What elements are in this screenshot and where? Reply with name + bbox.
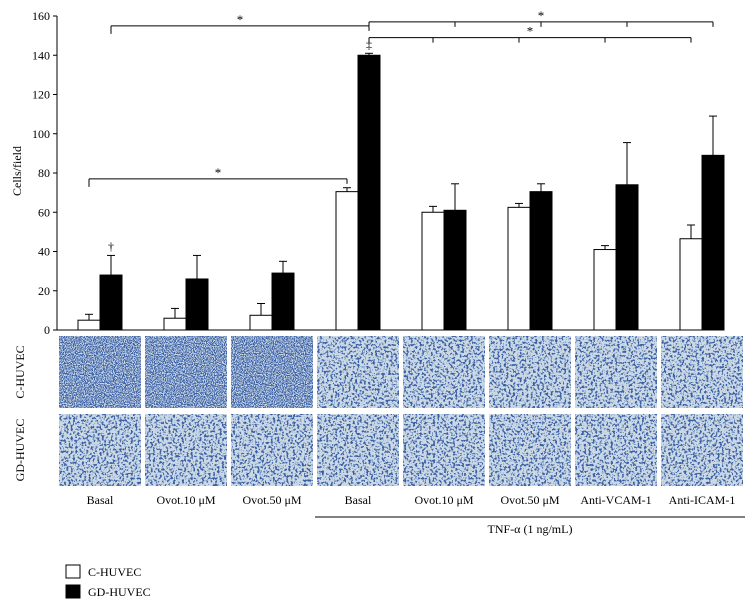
y-tick-label: 80: [38, 166, 50, 180]
y-tick-label: 60: [38, 205, 50, 219]
x-tick-label: Basal: [87, 493, 114, 507]
x-tick-label: Basal: [345, 493, 372, 507]
x-tick-label: Ovot.50 μM: [242, 493, 301, 507]
significance-star: *: [527, 24, 534, 39]
x-tick-label: Ovot.50 μM: [500, 493, 559, 507]
bar: [163, 317, 187, 331]
bar: [77, 319, 101, 331]
y-tick-label: 20: [38, 284, 50, 298]
y-tick-label: 140: [32, 48, 50, 62]
bar-mark: ‡: [366, 37, 372, 51]
y-tick-label: 160: [32, 9, 50, 23]
bar-mark: †: [108, 239, 114, 253]
significance-star: *: [237, 12, 244, 27]
y-axis-label: Cells/field: [10, 146, 24, 196]
significance-star: *: [538, 8, 545, 23]
legend-label: GD-HUVEC: [88, 585, 151, 599]
micrograph-cells: [661, 336, 743, 408]
micrograph-row-label: C-HUVEC: [13, 345, 27, 398]
micrograph-cells: [59, 336, 141, 408]
bar: [701, 154, 725, 331]
micrograph-cells: [317, 336, 399, 408]
micrograph-cells: [403, 336, 485, 408]
bar: [271, 272, 295, 331]
micrograph-cells: [661, 414, 743, 486]
bar: [529, 191, 553, 331]
y-tick-label: 40: [38, 245, 50, 259]
bar: [249, 314, 273, 331]
bar: [335, 191, 359, 331]
bar: [99, 274, 123, 331]
significance-star: *: [215, 165, 222, 180]
y-tick-label: 120: [32, 88, 50, 102]
bar: [421, 211, 445, 331]
legend-label: C-HUVEC: [88, 565, 141, 579]
legend-swatch: [65, 584, 81, 599]
bar: [185, 278, 209, 331]
micrograph-cells: [145, 336, 227, 408]
micrograph-cells: [231, 336, 313, 408]
bar: [443, 209, 467, 331]
x-tick-label: Ovot.10 μM: [414, 493, 473, 507]
x-tick-label: Anti-VCAM-1: [580, 493, 651, 507]
micrograph-cells: [575, 414, 657, 486]
bar-chart: 0 20 40 60 80 100 120 140 160 Cells/field † ‡: [10, 9, 725, 337]
micrograph-row-label: GD-HUVEC: [13, 419, 27, 482]
micrograph-panels: C-HUVEC GD-HUVEC: [13, 336, 743, 486]
bar: [507, 206, 531, 331]
significance-brackets: * * * *: [88, 8, 714, 187]
bar: [679, 238, 703, 331]
micrograph-cells: [59, 414, 141, 486]
micrograph-cells: [489, 414, 571, 486]
micrograph-cells: [145, 414, 227, 486]
micrograph-cells: [317, 414, 399, 486]
bar: [357, 54, 381, 331]
y-tick-label: 100: [32, 127, 50, 141]
x-tick-label: Ovot.10 μM: [156, 493, 215, 507]
x-tick-label: Anti-ICAM-1: [669, 493, 736, 507]
category-labels: Basal Ovot.10 μM Ovot.50 μM Basal Ovot.10 μM…: [87, 493, 745, 536]
micrograph-cells: [231, 414, 313, 486]
bar: [615, 184, 639, 331]
micrograph-cells: [489, 336, 571, 408]
legend: C-HUVEC GD-HUVEC: [65, 564, 151, 599]
micrograph-cells: [403, 414, 485, 486]
group-label: TNF-α (1 ng/mL): [488, 522, 573, 536]
bar: [593, 249, 617, 331]
micrograph-cells: [575, 336, 657, 408]
y-tick-label: 0: [44, 323, 50, 337]
legend-swatch: [65, 564, 81, 579]
